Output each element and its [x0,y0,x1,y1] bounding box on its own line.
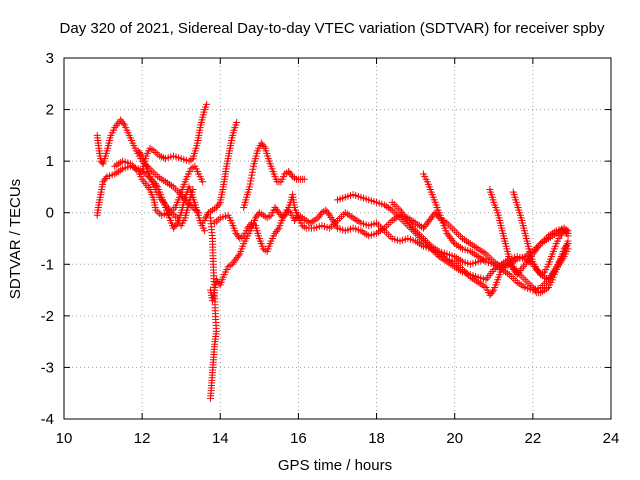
data-point-marker [204,210,212,218]
data-point-marker [287,171,295,179]
x-tick-label: 16 [290,430,307,447]
data-point-marker [246,183,254,191]
series-trace-f [199,118,241,227]
data-point-marker [247,177,255,185]
y-tick-label: 3 [46,50,54,67]
data-point-marker [98,158,106,166]
data-point-marker [324,210,332,218]
x-tick-label: 10 [56,430,73,447]
data-points [93,100,572,402]
plot-frame [63,57,612,420]
series-trace-d [134,147,197,230]
data-point-marker [195,209,203,217]
y-tick-label: 0 [46,205,54,222]
data-point-marker [235,252,243,260]
grid-lines [64,58,611,419]
series-trace-b [93,116,203,217]
data-point-marker [564,229,572,237]
x-axis-label: GPS time / hours [278,457,392,474]
chart-title: Day 320 of 2021, Sidereal Day-to-day VTE… [60,20,605,37]
data-point-marker [564,237,572,245]
data-point-marker [203,100,211,108]
data-point-marker [274,226,282,234]
x-tick-label: 24 [603,430,620,447]
data-point-marker [260,143,268,151]
data-point-marker [248,171,256,179]
data-point-marker [102,174,110,182]
data-point-marker [201,227,209,235]
x-tick-label: 14 [212,430,229,447]
y-tick-label: -1 [41,256,54,273]
data-point-marker [199,178,207,186]
data-point-marker [247,174,255,182]
y-tick-label: -2 [41,308,54,325]
y-tick-label: -3 [41,359,54,376]
data-point-marker [248,168,256,176]
series-trace-j [240,139,308,212]
data-point-marker [300,175,308,183]
data-point-marker [119,119,127,127]
series-trace-e [138,100,211,175]
series-trace-l [419,170,572,294]
data-point-marker [233,118,241,126]
data-point-marker [488,288,496,296]
data-point-marker [246,180,254,188]
x-axis-ticks: 10 12 14 16 18 20 22 24 [56,58,620,447]
x-tick-label: 18 [368,430,385,447]
y-axis-ticks: 3 2 1 0 -1 -2 -3 -4 [41,50,611,428]
series-trace-i [207,214,220,402]
series-trace-o [388,198,490,268]
data-point-marker [249,165,257,173]
x-tick-label: 20 [446,430,463,447]
data-point-marker [482,255,490,263]
x-tick-label: 12 [134,430,151,447]
y-tick-label: 2 [46,102,54,119]
data-point-marker [449,238,457,246]
data-point-marker [207,394,215,402]
data-point-marker [172,221,180,229]
series-trace-a [93,162,209,235]
data-point-marker [215,200,223,208]
y-tick-label: -4 [41,411,54,428]
y-axis-label: SDTVAR / TECUs [7,179,24,299]
data-point-marker [317,210,325,218]
y-tick-label: 1 [46,153,54,170]
series-trace-n [509,188,572,279]
data-point-marker [137,150,145,158]
x-tick-label: 22 [525,430,542,447]
data-point-marker [189,186,197,194]
